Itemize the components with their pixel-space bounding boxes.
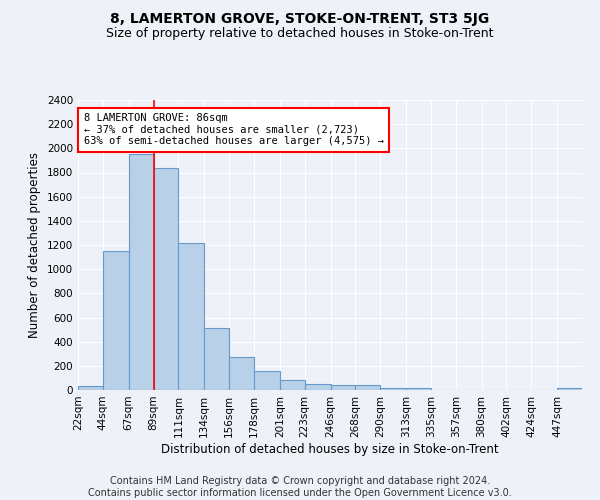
Y-axis label: Number of detached properties: Number of detached properties [28, 152, 41, 338]
Text: 8 LAMERTON GROVE: 86sqm
← 37% of detached houses are smaller (2,723)
63% of semi: 8 LAMERTON GROVE: 86sqm ← 37% of detache… [83, 114, 383, 146]
Bar [254, 372, 280, 390]
Bar [229, 358, 254, 390]
Bar [78, 386, 103, 390]
Bar [204, 328, 229, 390]
Bar [380, 388, 406, 390]
Bar [280, 380, 305, 390]
Text: Size of property relative to detached houses in Stoke-on-Trent: Size of property relative to detached ho… [106, 28, 494, 40]
Bar [178, 243, 204, 390]
X-axis label: Distribution of detached houses by size in Stoke-on-Trent: Distribution of detached houses by size … [161, 442, 499, 456]
Text: Contains HM Land Registry data © Crown copyright and database right 2024.
Contai: Contains HM Land Registry data © Crown c… [88, 476, 512, 498]
Bar [406, 388, 431, 390]
Bar [331, 384, 355, 390]
Bar [103, 251, 129, 390]
Text: 8, LAMERTON GROVE, STOKE-ON-TRENT, ST3 5JG: 8, LAMERTON GROVE, STOKE-ON-TRENT, ST3 5… [110, 12, 490, 26]
Bar [355, 385, 380, 390]
Bar [557, 388, 582, 390]
Bar [305, 384, 331, 390]
Bar [129, 154, 154, 390]
Bar [154, 168, 178, 390]
